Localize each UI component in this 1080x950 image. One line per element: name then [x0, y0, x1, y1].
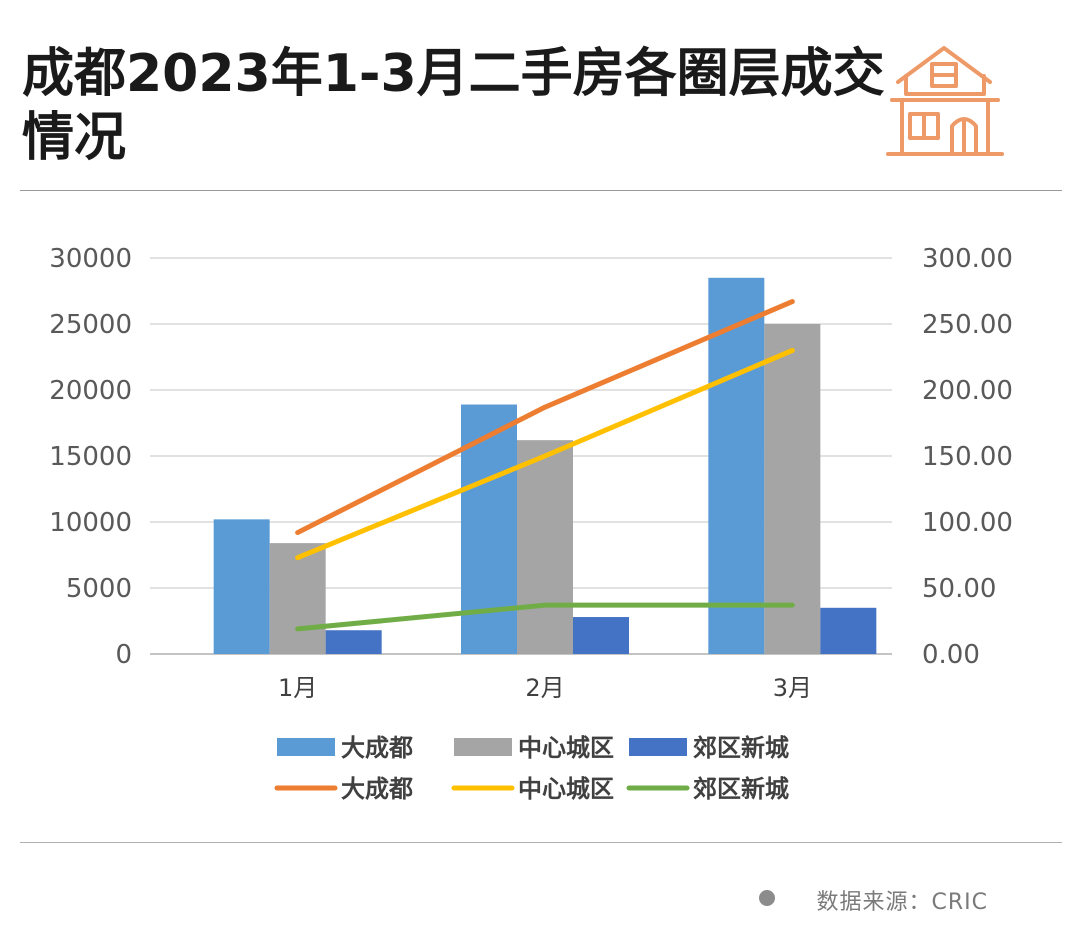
legend-swatch-bar	[629, 738, 687, 756]
x-axis: 1月 2月 3月	[278, 674, 812, 702]
y-left-tick-label: 10000	[49, 508, 132, 538]
bar	[820, 607, 877, 654]
legend-swatch-bar	[277, 738, 335, 756]
series-line	[295, 347, 795, 561]
x-tick-label: 1月	[278, 674, 317, 702]
y-left-tick-label: 15000	[49, 442, 132, 472]
y-right-tick-label: 200.00	[922, 376, 1013, 406]
y-right-tick-label: 300.00	[922, 244, 1013, 274]
legend-label: 大成都	[341, 734, 413, 762]
legend-label: 大成都	[341, 775, 413, 803]
legend-label: 郊区新城	[693, 775, 789, 803]
source-bullet-icon	[759, 890, 775, 906]
bar	[573, 617, 629, 654]
bar	[708, 277, 765, 654]
y-right-tick-label: 100.00	[922, 508, 1013, 538]
bar	[517, 440, 573, 654]
y-right-tick-label: 0.00	[922, 640, 980, 670]
y-axis-right: 0.00 50.00 100.00 150.00 200.00 250.00 300.00	[922, 244, 1013, 670]
line-series	[295, 299, 795, 632]
legend-label: 中心城区	[518, 775, 614, 803]
legend-label: 中心城区	[518, 734, 614, 762]
header-divider	[20, 190, 1062, 191]
series-line	[295, 299, 795, 536]
legend-swatch-bar	[454, 738, 512, 756]
y-right-tick-label: 250.00	[922, 310, 1013, 340]
x-tick-label: 3月	[773, 674, 812, 702]
bar	[213, 519, 270, 654]
y-left-tick-label: 0	[115, 640, 132, 670]
legend-label: 郊区新城	[693, 734, 789, 762]
y-right-tick-label: 150.00	[922, 442, 1013, 472]
y-left-tick-label: 25000	[49, 310, 132, 340]
page-title: 成都2023年1-3月二手房各圈层成交情况	[22, 44, 885, 168]
bar-series	[213, 277, 877, 654]
footer-divider	[20, 842, 1062, 843]
source-text: 数据来源：CRIC	[816, 890, 988, 915]
bar	[269, 543, 326, 654]
bar	[461, 404, 517, 654]
x-tick-label: 2月	[525, 674, 564, 702]
house-icon	[886, 46, 1004, 156]
bar	[764, 324, 821, 654]
y-left-tick-label: 5000	[66, 574, 132, 604]
series-line	[295, 602, 795, 632]
y-left-tick-label: 20000	[49, 376, 132, 406]
y-right-tick-label: 50.00	[922, 574, 996, 604]
chart: 0 5000 10000 15000 20000 25000 30000 0.00 50.00…	[49, 244, 1013, 803]
bar	[325, 630, 382, 654]
y-axis-left: 0 5000 10000 15000 20000 25000 30000	[49, 244, 132, 670]
y-left-tick-label: 30000	[49, 244, 132, 274]
